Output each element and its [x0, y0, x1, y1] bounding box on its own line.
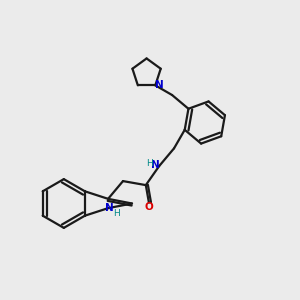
Text: H: H: [113, 209, 120, 218]
Text: N: N: [105, 203, 114, 213]
Text: N: N: [151, 160, 160, 170]
Text: H: H: [146, 159, 153, 168]
Text: O: O: [145, 202, 153, 212]
Text: N: N: [155, 80, 164, 90]
